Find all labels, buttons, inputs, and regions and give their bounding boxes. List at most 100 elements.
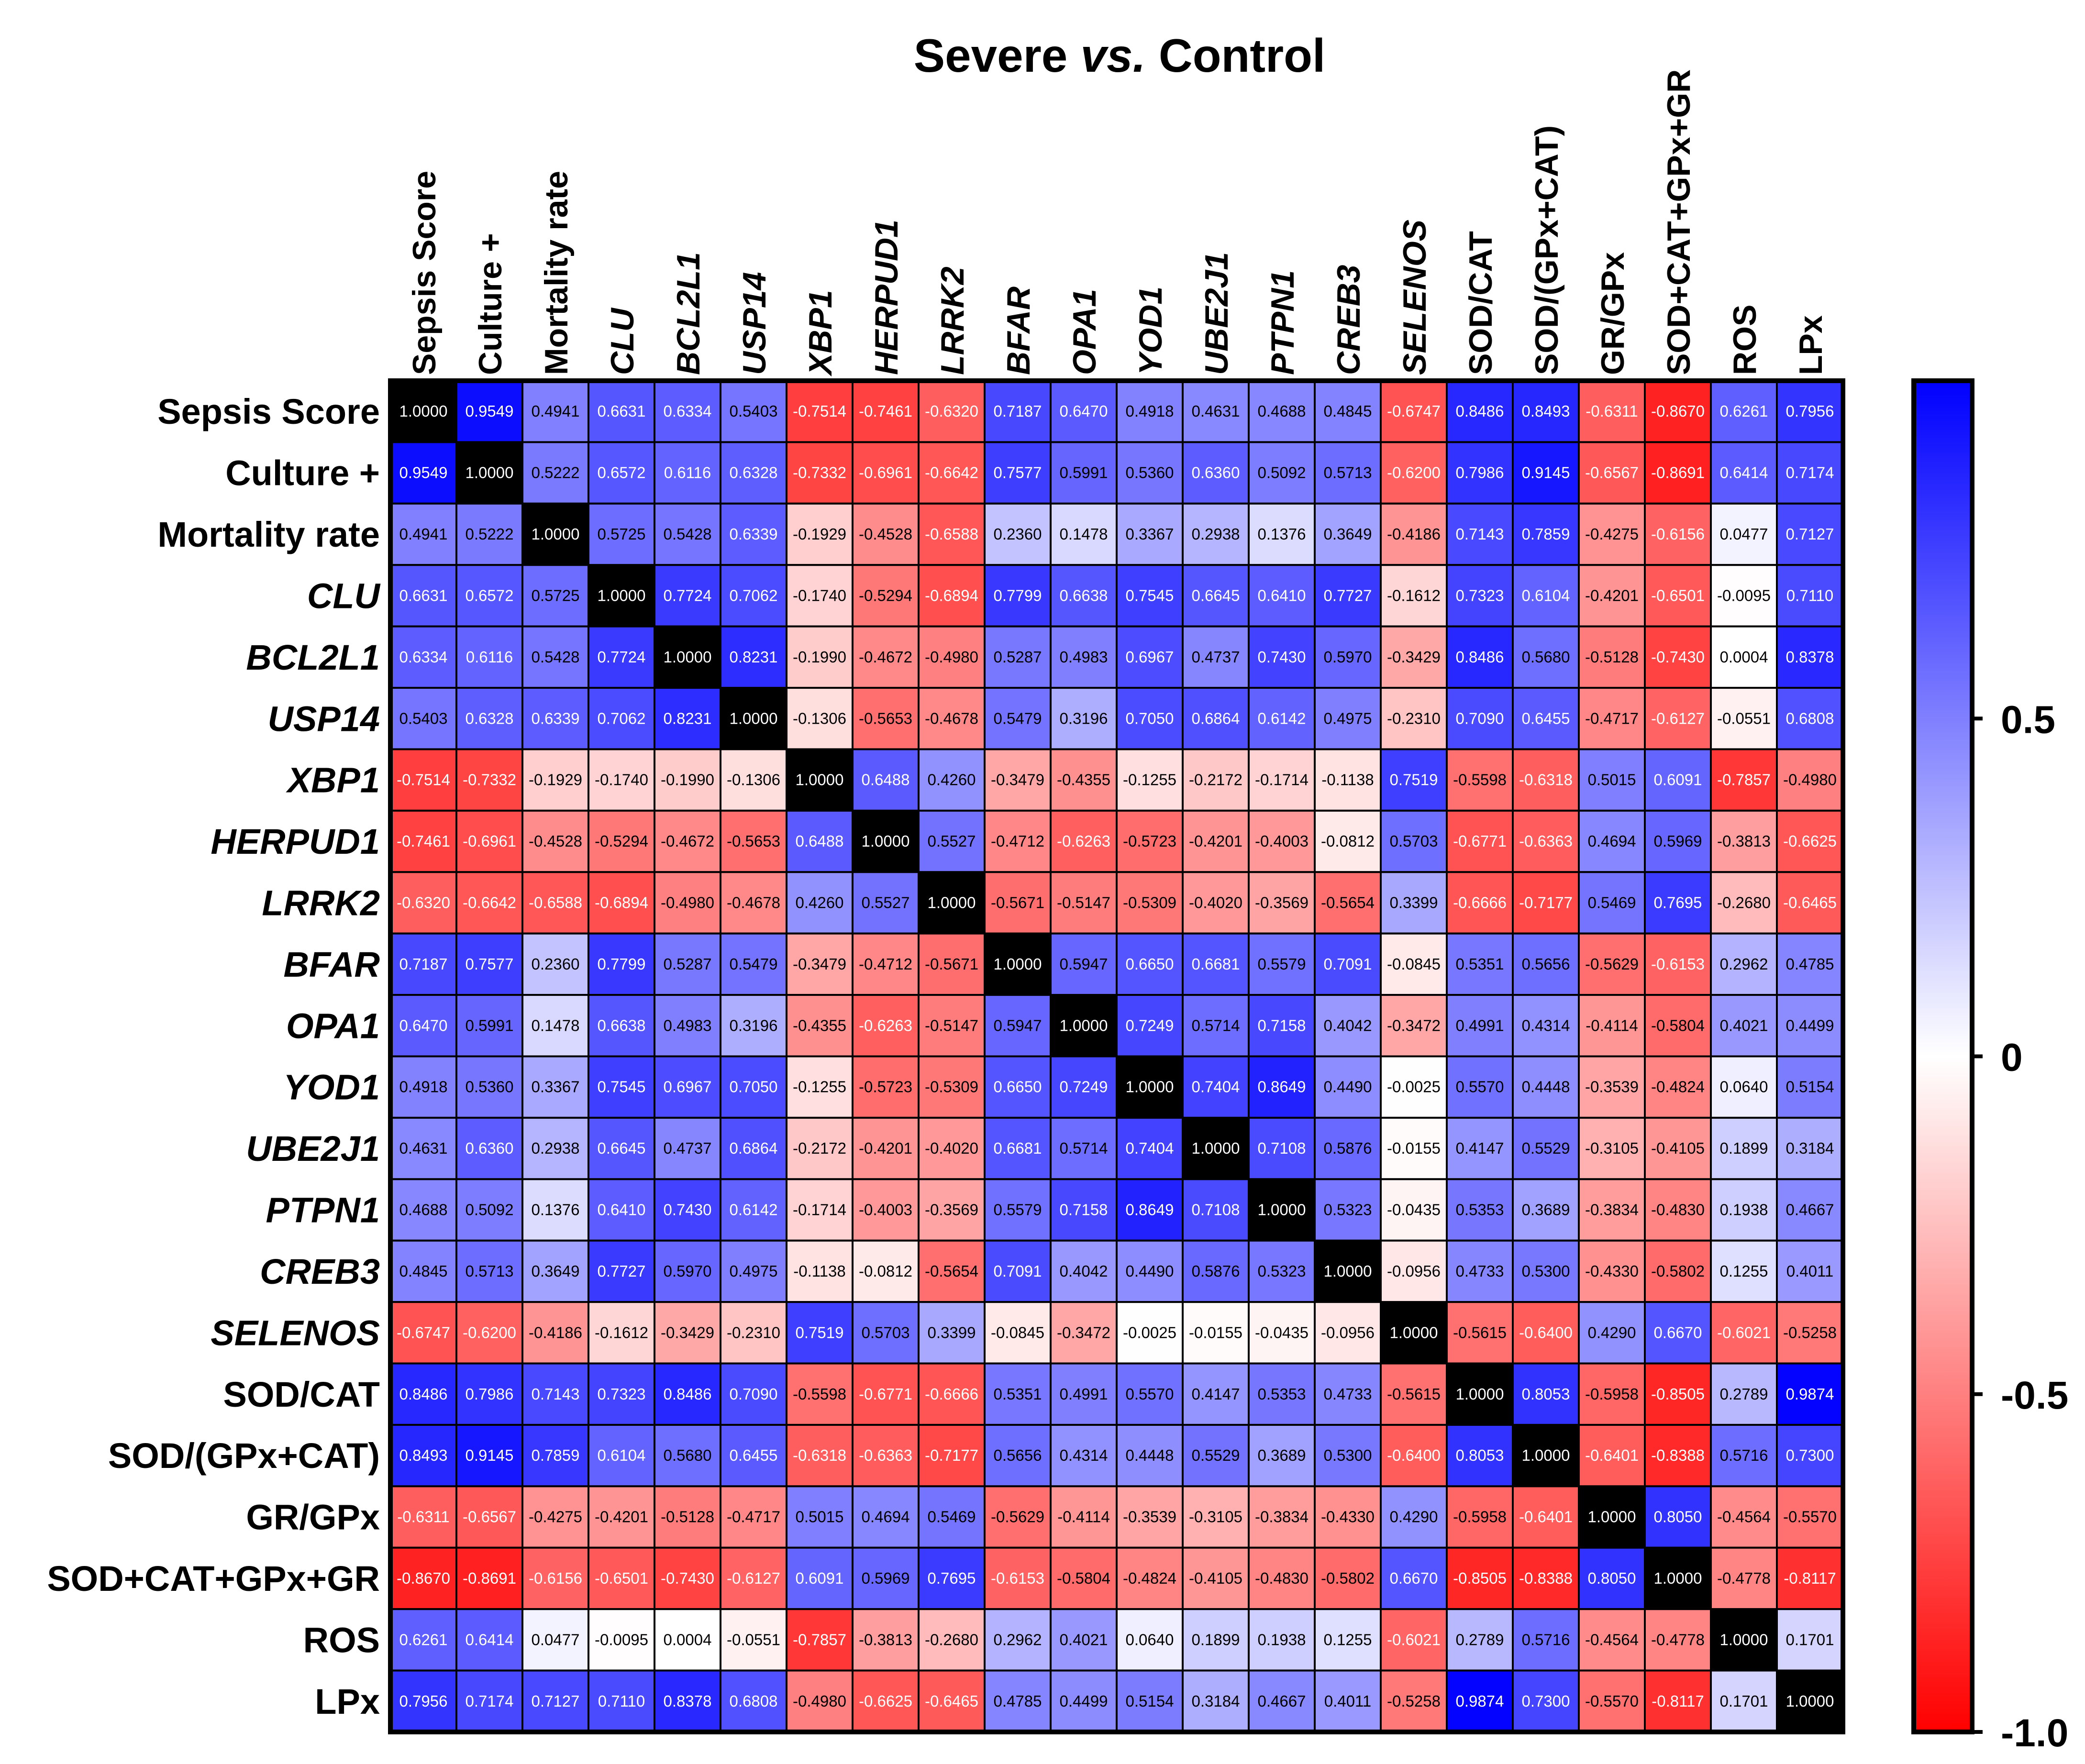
- heatmap-cell: [852, 1485, 920, 1549]
- heatmap-cell: [654, 1055, 721, 1119]
- cell-value-label: -0.6320: [925, 402, 978, 420]
- title-part: Control: [1146, 29, 1326, 82]
- cell-value-label: 0.3184: [1786, 1139, 1834, 1157]
- heatmap-cell: [1182, 871, 1250, 935]
- cell-value-label: 0.7143: [532, 1385, 580, 1403]
- cell-value-label: 0.4011: [1324, 1692, 1371, 1710]
- heatmap-cell: [852, 380, 920, 443]
- cell-value-label: -0.4564: [1585, 1631, 1639, 1648]
- column-label: LRRK2: [934, 266, 971, 375]
- cell-value-label: 0.5015: [1588, 771, 1636, 789]
- cell-value-label: 0.5680: [1522, 648, 1570, 666]
- cell-value-label: 0.5323: [1324, 1201, 1372, 1219]
- cell-value-label: 0.4499: [1060, 1692, 1108, 1710]
- cell-value-label: 0.5969: [862, 1569, 910, 1587]
- heatmap-cell: [1776, 1485, 1844, 1549]
- cell-value-label: 0.5714: [1192, 1016, 1240, 1034]
- heatmap-cell: [1248, 994, 1316, 1058]
- cell-value-label: 0.8231: [730, 648, 778, 666]
- heatmap-cell: [1644, 502, 1712, 566]
- heatmap-cell: [918, 502, 986, 566]
- cell-value-label: 0.5351: [1456, 955, 1504, 973]
- cell-value-label: 0.1938: [1258, 1631, 1306, 1648]
- cell-value-label: 0.8053: [1456, 1446, 1504, 1464]
- cell-value-label: -0.5309: [1123, 893, 1176, 911]
- cell-value-label: 0.4991: [1456, 1016, 1504, 1034]
- cell-value-label: 0.3399: [928, 1323, 976, 1341]
- heatmap-cell: [1050, 1362, 1118, 1426]
- cell-value-label: 0.6414: [1720, 464, 1768, 482]
- cell-value-label: 0.0477: [1720, 525, 1768, 543]
- cell-value-label: -0.2310: [727, 1323, 780, 1341]
- heatmap-cell: [1248, 1608, 1316, 1672]
- heatmap-cell: [389, 809, 457, 873]
- cell-value-label: -0.0551: [1717, 709, 1771, 727]
- heatmap-cell: [1710, 871, 1778, 935]
- cell-value-label: 1.0000: [1192, 1139, 1240, 1157]
- cell-value-label: -0.0155: [1387, 1139, 1441, 1157]
- heatmap-cell: [521, 1301, 589, 1365]
- cell-value-label: -0.6465: [1783, 893, 1837, 911]
- heatmap-cell: [389, 1485, 457, 1549]
- cell-value-label: 0.1478: [532, 1016, 580, 1034]
- heatmap-cell: [1248, 625, 1316, 689]
- cell-value-label: 0.7174: [466, 1692, 514, 1710]
- cell-value-label: 0.7110: [1786, 586, 1833, 604]
- heatmap-cell: [852, 1423, 920, 1488]
- cell-value-label: -0.2680: [1717, 893, 1771, 911]
- cell-value-label: 0.6670: [1654, 1323, 1702, 1341]
- colorbar-tick-label: -0.5: [2001, 1374, 2068, 1417]
- heatmap-cell: [1380, 687, 1448, 750]
- heatmap-cell: [1446, 1669, 1514, 1733]
- cell-value-label: 0.7110: [598, 1692, 645, 1710]
- cell-value-label: 0.4290: [1588, 1323, 1636, 1341]
- cell-value-label: 0.6645: [1192, 586, 1240, 604]
- cell-value-label: -0.1255: [793, 1078, 846, 1096]
- heatmap-cell: [720, 1239, 787, 1303]
- cell-value-label: -0.6567: [1585, 464, 1639, 482]
- heatmap-cell: [1248, 1301, 1316, 1365]
- heatmap-cell: [1050, 687, 1118, 750]
- heatmap-cell: [786, 502, 854, 566]
- row-label: OPA1: [286, 1006, 380, 1046]
- cell-value-label: 0.6470: [1060, 402, 1108, 420]
- heatmap-cell: [1776, 809, 1844, 873]
- cell-value-label: 0.5353: [1456, 1201, 1504, 1219]
- cell-value-label: -0.6400: [1387, 1446, 1441, 1464]
- cell-value-label: -0.2680: [925, 1631, 978, 1648]
- cell-value-label: 0.6650: [994, 1078, 1042, 1096]
- column-label: Mortality rate: [538, 171, 575, 375]
- cell-value-label: -0.1612: [595, 1323, 648, 1341]
- cell-value-label: 0.7799: [598, 955, 646, 973]
- heatmap-cell: [1446, 502, 1514, 566]
- heatmap-cell: [1644, 1116, 1712, 1180]
- cell-value-label: -0.6200: [463, 1323, 516, 1341]
- cell-value-label: -0.4355: [1057, 771, 1110, 789]
- cell-value-label: 0.2962: [1720, 955, 1768, 973]
- heatmap-cell: [1116, 502, 1184, 566]
- cell-value-label: 0.6261: [1720, 402, 1768, 420]
- cell-value-label: -0.7430: [1651, 648, 1705, 666]
- cell-value-label: 1.0000: [1390, 1323, 1438, 1341]
- cell-value-label: -0.6567: [463, 1508, 516, 1526]
- cell-value-label: 0.7127: [1786, 525, 1834, 543]
- cell-value-label: 0.4918: [399, 1078, 448, 1096]
- heatmap-cell: [389, 1669, 457, 1733]
- heatmap-cell: [1776, 625, 1844, 689]
- cell-value-label: 0.5969: [1654, 832, 1702, 850]
- cell-value-label: -0.5294: [595, 832, 648, 850]
- cell-value-label: -0.3429: [661, 1323, 714, 1341]
- heatmap-cell: [720, 1423, 787, 1488]
- heatmap-cell: [455, 687, 523, 750]
- cell-value-label: 0.6864: [730, 1139, 778, 1157]
- cell-value-label: 0.5403: [399, 709, 448, 727]
- cell-value-label: -0.5570: [1585, 1692, 1639, 1710]
- cell-value-label: 0.4688: [399, 1201, 448, 1219]
- colorbar-gradient: [1911, 378, 1974, 1734]
- heatmap-cell: [1710, 687, 1778, 750]
- row-label: HERPUD1: [211, 822, 380, 861]
- cell-value-label: 0.5947: [1060, 955, 1108, 973]
- heatmap-cell: [1644, 1669, 1712, 1733]
- cell-value-label: 0.7323: [598, 1385, 646, 1403]
- cell-value-label: -0.5654: [925, 1262, 978, 1280]
